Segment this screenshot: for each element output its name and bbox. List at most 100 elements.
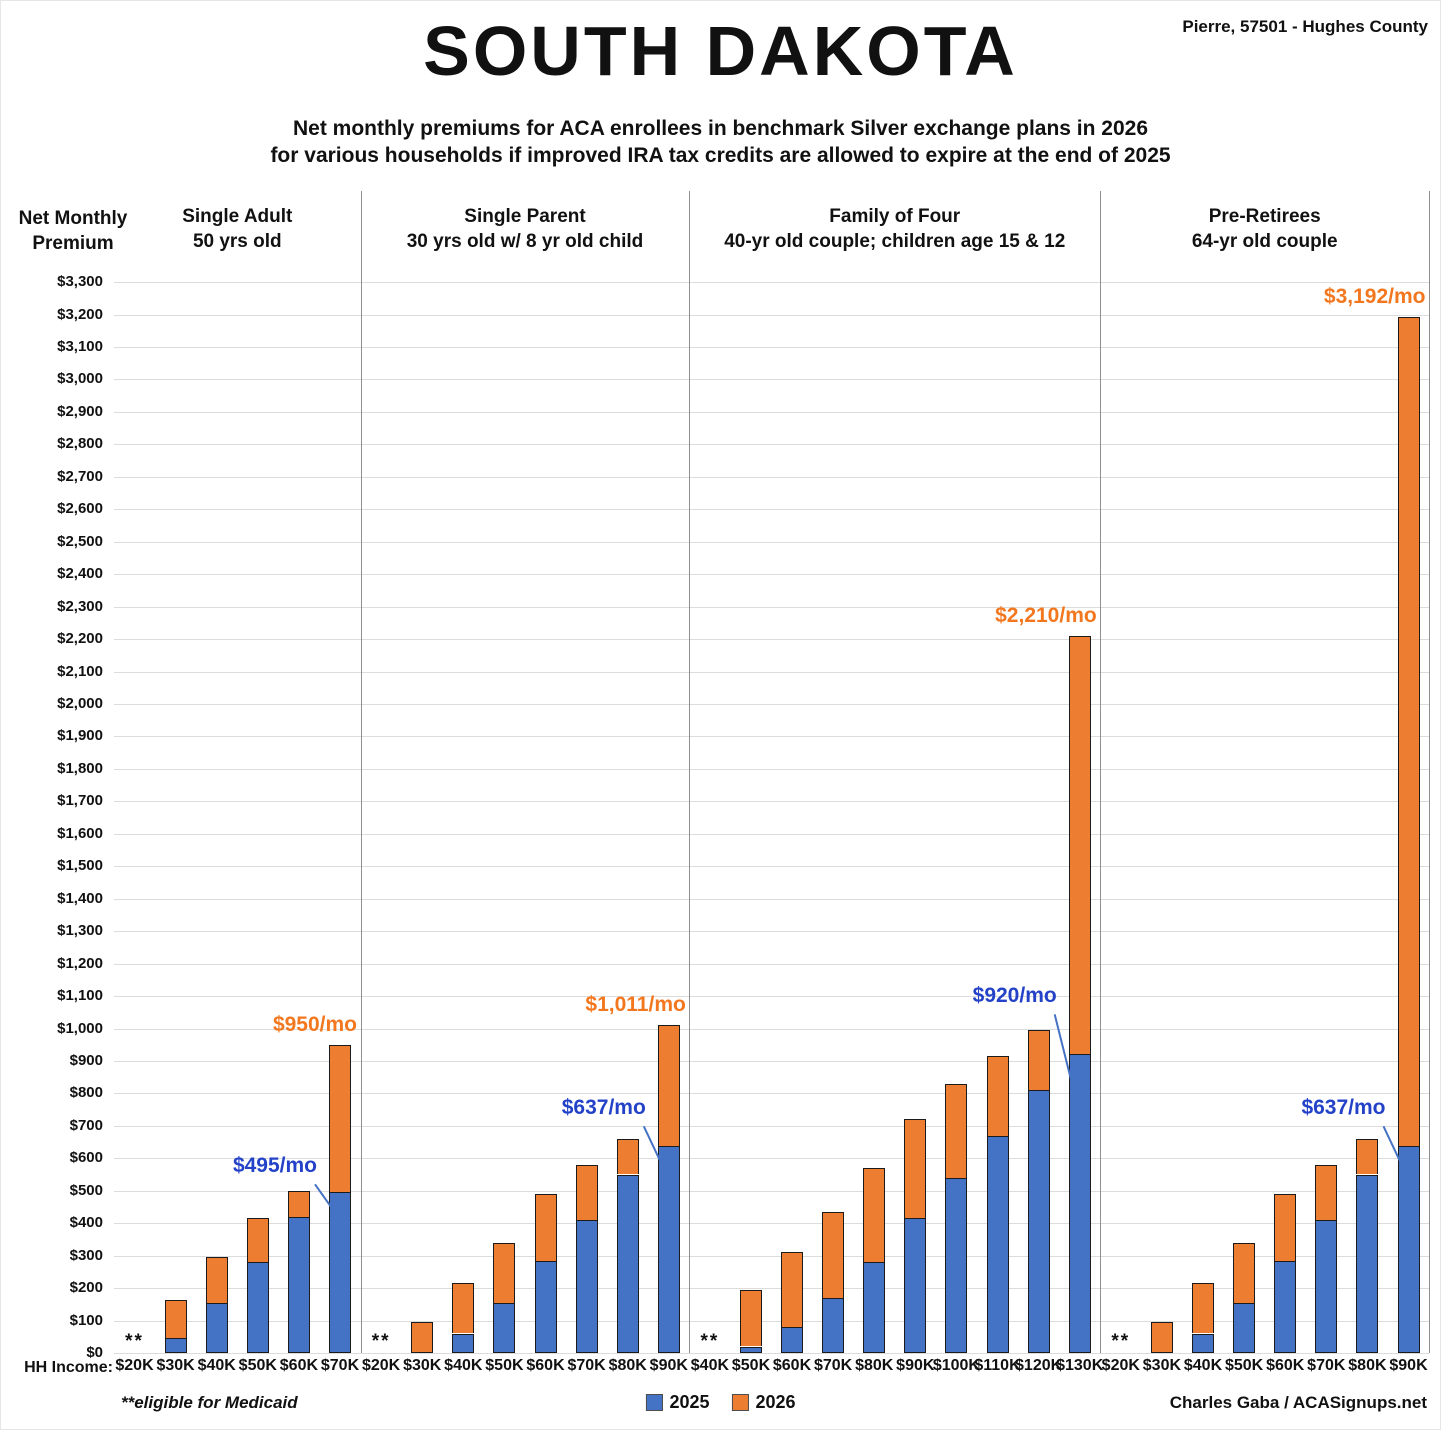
x-axis-tick-label: $70K [567, 1357, 606, 1374]
y-axis-tick-label: $1,200 [57, 954, 103, 972]
y-axis-tick-label: $1,900 [57, 727, 103, 745]
y-axis-tick-label: $100 [69, 1311, 103, 1329]
x-axis-tick-label: $80K [855, 1357, 894, 1374]
bar-segment-2026 [904, 1119, 927, 1219]
gridline [114, 639, 1429, 640]
y-axis-tick-label: $1,500 [57, 857, 103, 875]
bar-segment-2025 [1027, 1090, 1050, 1353]
gridline [114, 671, 1429, 673]
gridline [114, 1223, 1429, 1225]
panel-separator [360, 191, 362, 1353]
x-axis-tick-label: $70K [813, 1357, 853, 1374]
x-axis-tick-label: $20K [1101, 1357, 1140, 1374]
panel-header-line-1: Single Parent [464, 206, 586, 227]
x-axis-tick-label: $30K [1142, 1357, 1182, 1374]
gridline [114, 996, 1429, 997]
bar-total-label: $3,192/mo [1323, 285, 1426, 309]
panel-header-line-2: 64-yr old couple [1191, 231, 1338, 252]
gridline [114, 1288, 1429, 1290]
gridline [114, 476, 1429, 478]
bar-segment-2026 [1150, 1322, 1173, 1353]
chart-subtitle: Net monthly premiums for ACA enrollees i… [1, 115, 1440, 169]
bar-segment-2025 [781, 1327, 803, 1353]
bar-segment-2025 [904, 1218, 927, 1353]
x-axis-tick-label: $80K [1348, 1357, 1387, 1374]
x-axis-tick-label: $70K [1307, 1357, 1346, 1374]
y-axis-tick-label: $500 [69, 1181, 103, 1199]
y-axis-tick-label: $2,900 [57, 402, 103, 420]
gridline [114, 574, 1429, 576]
bar-segment-2026 [329, 1044, 351, 1193]
y-axis-tick-label: $3,300 [57, 273, 103, 290]
legend-swatch-2026 [731, 1394, 749, 1411]
y-axis-tick-label: $2,000 [57, 694, 103, 712]
y-axis-tick-label: $700 [69, 1116, 103, 1134]
y-axis-tick-label: $2,100 [57, 662, 103, 680]
bar-segment-2026 [616, 1138, 639, 1175]
panel-header-line-2: 40-yr old couple; children age 15 & 12 [724, 231, 1066, 252]
y-axis-tick-label: $2,500 [57, 532, 103, 550]
panel-separator [689, 191, 691, 1353]
legend-item-2025: 2025 [645, 1392, 710, 1413]
y-axis-tick-label: $2,600 [57, 500, 103, 518]
gridline [114, 1060, 1429, 1062]
medicaid-footnote: **eligible for Medicaid [121, 1393, 298, 1412]
x-axis-tick-label: $100K [932, 1357, 980, 1374]
x-axis-tick-label: $110K [974, 1357, 1021, 1374]
location-label: Pierre, 57501 - Hughes County [1182, 17, 1428, 36]
gridline [114, 736, 1429, 738]
bar-total-label: $1,011/mo [585, 992, 686, 1016]
bar-segment-2026 [1192, 1283, 1214, 1334]
gridline [114, 963, 1429, 965]
y-axis-tick-label: $1,400 [57, 889, 103, 907]
x-axis-tick-label: $50K [1224, 1357, 1264, 1374]
x-axis-tick-label: $90K [896, 1357, 935, 1374]
bar-segment-2025 [329, 1192, 351, 1353]
x-axis-tick-label: $40K [444, 1357, 483, 1374]
panel-header-line-1: Pre-Retirees [1208, 206, 1321, 227]
x-axis-title: HH Income: [24, 1359, 113, 1376]
panel-separator [1429, 191, 1430, 1353]
panel-header-line-2: 30 yrs old w/ 8 yr old child [406, 231, 644, 252]
gridline [114, 768, 1429, 770]
gridline [114, 346, 1429, 348]
bar-total-label: $950/mo [272, 1012, 357, 1036]
bar-segment-2026 [822, 1211, 845, 1298]
medicaid-asterisks: ** [700, 1331, 720, 1352]
gridline [114, 1353, 1429, 1354]
x-axis-tick-label: $120K [1015, 1357, 1063, 1374]
x-axis-tick-label: $40K [690, 1357, 730, 1374]
x-axis-tick-label: $40K [197, 1357, 236, 1374]
y-axis-tick-label: $2,400 [57, 565, 103, 583]
bar-2025-callout-label: $637/mo [561, 1096, 646, 1120]
bar-segment-2026 [493, 1242, 516, 1303]
gridline [114, 411, 1429, 413]
bar-segment-2026 [945, 1083, 968, 1178]
panel-header: Family of Four 40-yr old couple; children… [689, 204, 1100, 254]
bar-segment-2025 [1356, 1174, 1379, 1353]
bar-segment-2026 [863, 1168, 886, 1263]
gridline [114, 1125, 1429, 1127]
y-axis-tick-label: $1,300 [57, 922, 103, 940]
gridline [114, 1093, 1429, 1095]
chart-legend: 2025 2026 [645, 1392, 796, 1413]
gridline [114, 931, 1429, 933]
bar-segment-2025 [164, 1338, 187, 1353]
y-axis-tick-label: $0 [86, 1344, 103, 1361]
y-axis-title-line-1: Net Monthly [18, 208, 128, 229]
credit-label: Charles Gaba / ACASignups.net [1169, 1393, 1427, 1412]
x-axis-tick-label: $20K [361, 1357, 401, 1374]
gridline [114, 379, 1429, 381]
bar-segment-2026 [411, 1322, 434, 1353]
bar-segment-2025 [1233, 1302, 1256, 1353]
gridline [114, 833, 1429, 835]
gridline [114, 444, 1429, 446]
gridline [114, 801, 1429, 803]
x-axis-tick-label: $60K [1266, 1357, 1305, 1374]
bar-segment-2026 [1274, 1194, 1297, 1261]
bar-segment-2025 [1274, 1260, 1297, 1353]
bar-segment-2026 [781, 1252, 803, 1327]
x-axis-tick-label: $60K [279, 1357, 319, 1374]
bar-segment-2026 [740, 1289, 762, 1347]
y-axis-tick-label: $3,000 [57, 370, 103, 388]
